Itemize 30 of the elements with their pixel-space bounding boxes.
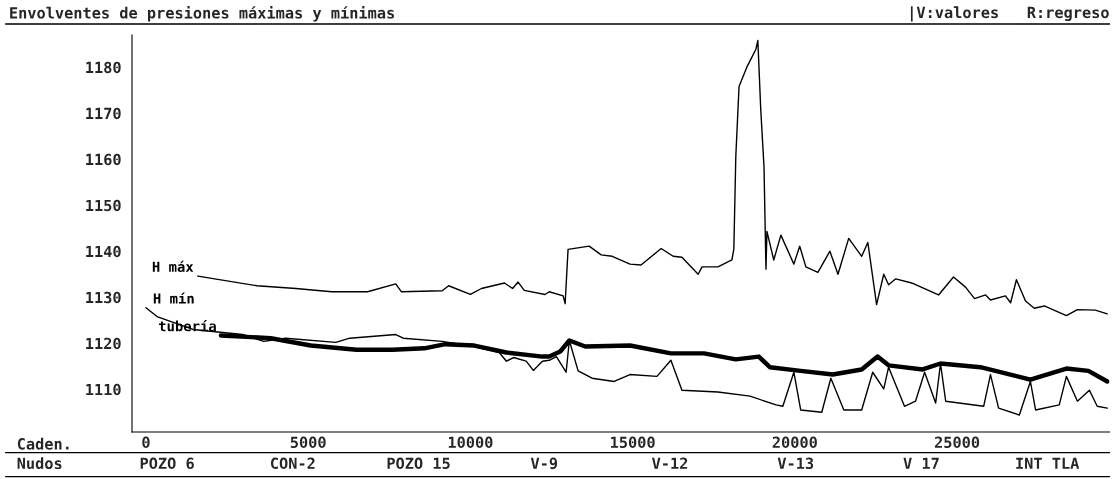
line-series (145, 307, 1108, 416)
text: POZO 15 (387, 457, 450, 470)
line-series (197, 39, 1108, 317)
text: Nudos (17, 457, 62, 470)
x-tick-label: 25000 (934, 436, 980, 449)
x-tick-label: 10000 (448, 436, 493, 449)
y-tick-label: 1130 (86, 291, 121, 304)
y-tick-label: 1170 (86, 107, 121, 120)
x-tick-label: 0 (142, 436, 150, 449)
text: V-9 (530, 457, 558, 470)
y-tick-label: 1140 (86, 245, 121, 258)
y-tick-label: 1120 (86, 337, 121, 350)
chart-title: Envolventes de presiones máximas y mínimas (10, 5, 394, 22)
text: V-12 (652, 457, 688, 469)
text: Caden. (17, 437, 69, 450)
text: INT TLA (1016, 457, 1080, 469)
x-tick-label: 15000 (611, 436, 655, 449)
y-tick-label: 1150 (86, 199, 121, 212)
text: |V:valores R:regreso (910, 6, 1109, 22)
text: V-13 (777, 457, 814, 470)
series-label: H máx (152, 260, 194, 272)
series-label: H mín (153, 292, 194, 304)
x-tick-label: 5000 (290, 436, 326, 449)
text: POZO 6 (140, 457, 194, 470)
y-tick-label: 1180 (86, 61, 121, 74)
text: V 17 (903, 457, 939, 469)
x-tick-label: 20000 (772, 436, 817, 449)
y-tick-label: 1110 (86, 383, 121, 396)
y-tick-label: 1160 (86, 153, 121, 166)
text: CON-2 (270, 457, 315, 470)
